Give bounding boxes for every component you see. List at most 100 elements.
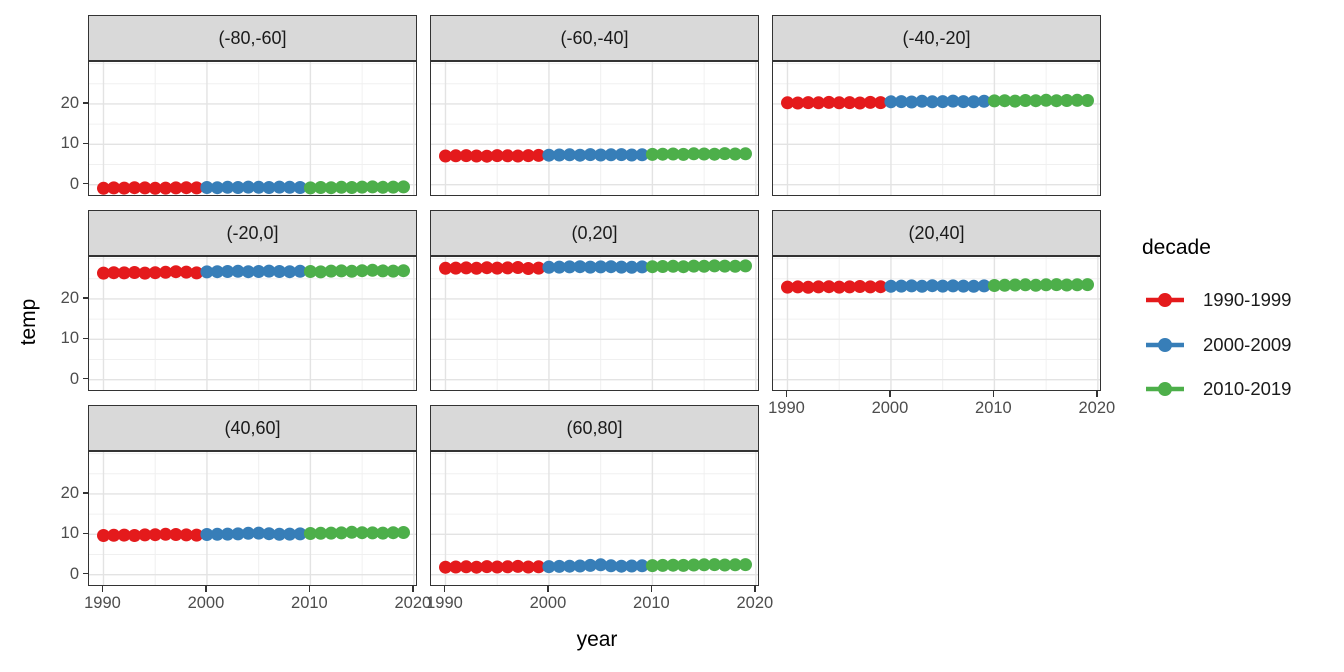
data-point (179, 181, 193, 195)
data-point (1029, 94, 1043, 108)
data-point (894, 279, 908, 293)
x-tick-mark (1096, 391, 1098, 397)
data-point (324, 181, 338, 195)
data-point (614, 260, 628, 274)
data-point (656, 558, 670, 572)
x-tick-label: 2000 (871, 399, 909, 417)
data-point (915, 279, 929, 293)
data-point (946, 94, 960, 108)
y-tick-label: 20 (60, 288, 79, 307)
facet-panel (430, 61, 759, 196)
data-point (107, 528, 121, 542)
data-point (936, 95, 950, 109)
facet-panel (430, 451, 759, 586)
data-point (708, 147, 721, 161)
data-point (1039, 278, 1053, 292)
facet-strip-label: (-80,-60] (218, 27, 287, 48)
legend-key-point (1158, 382, 1172, 396)
data-point (241, 265, 255, 279)
data-point (303, 527, 317, 540)
data-point (1029, 278, 1043, 292)
x-tick-mark (785, 391, 788, 397)
facet-strip-label: (-40,-20] (902, 27, 971, 48)
legend-key-icon (1146, 338, 1184, 352)
data-point (573, 148, 587, 162)
data-point (656, 147, 670, 161)
data-point (138, 266, 152, 280)
data-point (521, 149, 535, 163)
data-point (583, 148, 597, 162)
data-point (1018, 94, 1032, 107)
data-point (781, 96, 794, 110)
data-point (117, 266, 131, 280)
y-tick-label: 20 (60, 93, 79, 112)
x-tick-label: 2010 (291, 594, 328, 612)
data-point (552, 260, 566, 274)
data-point (293, 264, 307, 278)
data-point (1050, 94, 1063, 108)
data-point (563, 260, 577, 274)
data-point (231, 264, 245, 278)
facet-panel (88, 256, 417, 391)
data-point (604, 260, 618, 274)
data-point (252, 180, 266, 194)
data-point (459, 261, 473, 275)
x-tick-mark (547, 586, 549, 592)
data-point (190, 181, 204, 195)
data-point (594, 148, 608, 162)
facet-strip: (40,60] (88, 405, 417, 451)
data-point (936, 279, 950, 293)
data-point (334, 526, 348, 540)
data-point (148, 181, 162, 195)
data-point (252, 265, 266, 278)
data-point (925, 95, 939, 109)
x-tick-mark (754, 586, 756, 592)
facet-strip: (60,80] (430, 405, 759, 451)
data-point (563, 559, 577, 573)
y-tick-label: 10 (60, 329, 79, 348)
data-point (138, 528, 152, 542)
data-point (542, 148, 556, 162)
data-point (241, 526, 255, 540)
data-point (439, 149, 452, 163)
facet-strip-label: (-20,0] (226, 222, 279, 243)
data-point (998, 94, 1012, 108)
data-point (262, 264, 276, 278)
data-point (542, 260, 556, 274)
data-point (293, 527, 307, 541)
data-point (552, 148, 566, 162)
data-point (832, 280, 846, 294)
data-point (987, 279, 1001, 292)
data-point (884, 279, 898, 293)
data-point (97, 529, 110, 542)
data-point (739, 259, 752, 273)
facet-panel (772, 256, 1101, 391)
data-point (128, 529, 141, 542)
data-point (697, 147, 711, 161)
data-point (843, 280, 857, 294)
data-point (614, 559, 628, 573)
y-tick-mark (83, 182, 88, 185)
data-point (801, 96, 815, 110)
data-point (439, 261, 452, 275)
y-tick-mark (83, 297, 88, 299)
data-point (905, 95, 919, 109)
data-point (884, 95, 898, 109)
data-point (552, 559, 566, 573)
data-point (625, 260, 639, 274)
data-point (645, 147, 659, 161)
y-tick-mark (83, 377, 88, 380)
x-tick-mark (889, 391, 891, 397)
data-point (314, 526, 328, 540)
data-point (386, 180, 400, 194)
data-point (987, 94, 1001, 108)
data-point (148, 266, 162, 280)
x-tick-label: 2000 (187, 594, 225, 612)
data-point (148, 528, 162, 542)
data-point (967, 95, 981, 109)
x-tick-label: 2020 (1078, 399, 1116, 417)
data-point (791, 280, 805, 294)
data-point (1060, 94, 1074, 107)
x-tick-label: 1990 (426, 594, 463, 612)
